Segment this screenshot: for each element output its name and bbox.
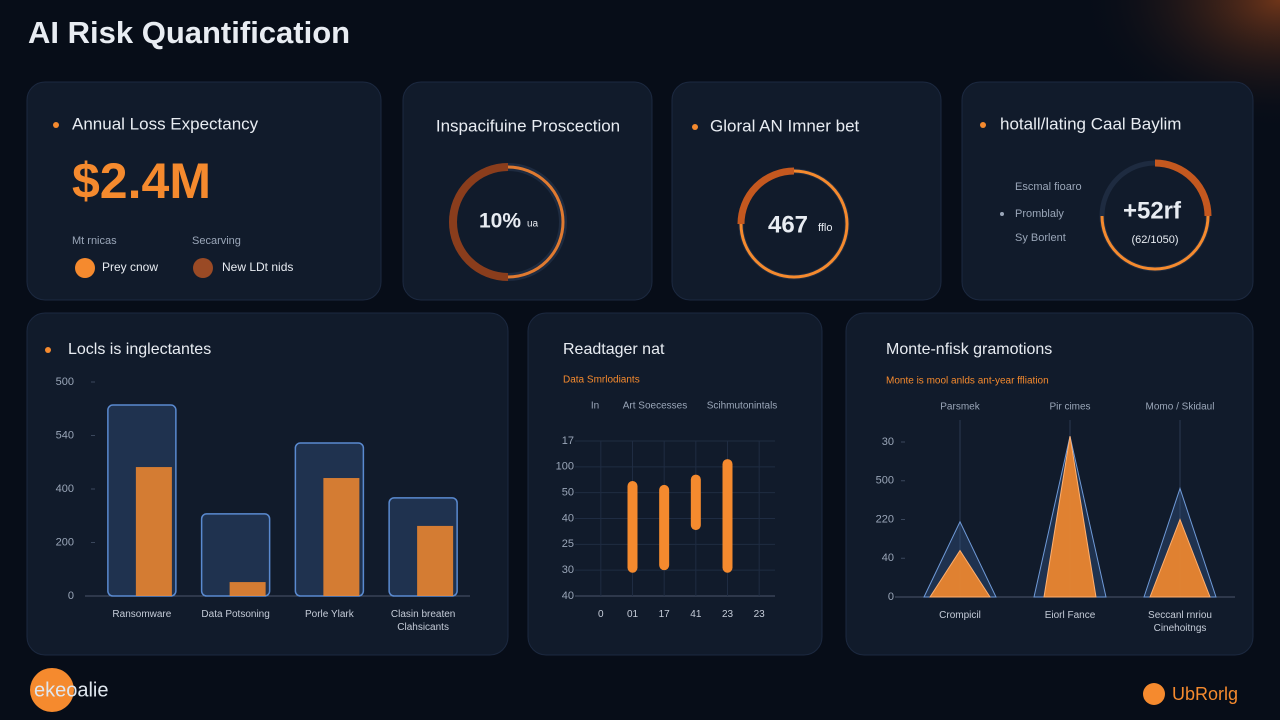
card (402, 81, 653, 301)
y-tick-label: 0 (68, 590, 74, 602)
column-header: In (591, 401, 599, 412)
peak (1043, 436, 1097, 598)
gauge-text: +52rf (1123, 197, 1182, 224)
gauge-arc (1154, 159, 1212, 217)
column-header: Art Soecesses (623, 401, 687, 412)
y-tick-label: 220 (876, 513, 894, 525)
card-label: Sy Borlent (1015, 232, 1066, 244)
x-tick-label: 01 (627, 609, 639, 620)
y-tick-label: 30 (882, 436, 894, 448)
y-tick-label: 200 (56, 536, 74, 548)
y-tick-label: 500 (56, 376, 74, 388)
kpi-label: Mt rnicas (72, 235, 117, 247)
column-header: Pir cimes (1049, 402, 1090, 413)
card-title: hotall/lating Caal Baylim (1000, 114, 1181, 133)
range-bar (722, 459, 733, 573)
kpi-value: $2.4M (72, 153, 211, 209)
gauge-text: 10% (479, 210, 521, 233)
peak (929, 549, 991, 598)
gauge-unit: fflo (818, 222, 832, 234)
brand-mark (1143, 683, 1165, 705)
x-tick-label: Crompicil (939, 610, 981, 621)
gauge-text: 467 (768, 211, 808, 238)
card (845, 312, 1254, 656)
gauge-arc (448, 163, 509, 281)
logo-text: ekeoalie (34, 679, 109, 701)
y-tick-label: 40 (882, 552, 894, 564)
card (26, 81, 382, 301)
x-tick-label: 0 (598, 609, 604, 620)
y-tick-label: 30 (562, 564, 574, 576)
gauge-arc (739, 169, 849, 279)
brand-text: UbRorlg (1172, 684, 1238, 704)
range-bar (690, 474, 701, 531)
bullet (53, 122, 59, 128)
range-bar (627, 481, 638, 573)
card-label: Escmal fioaro (1015, 181, 1082, 193)
card (527, 312, 823, 656)
x-tick-label: Clasin breaten Clahsicants (391, 609, 455, 633)
gauge-arc (737, 167, 795, 225)
chart-title: Locls is inglectantes (68, 341, 211, 358)
legend-label: New LDt nids (222, 260, 293, 274)
y-tick-label: 0 (888, 591, 894, 603)
range-bar (659, 484, 670, 571)
bullet (1000, 212, 1004, 216)
card (26, 312, 509, 656)
y-tick-label: 40 (562, 590, 574, 602)
legend-label: Prey cnow (102, 260, 158, 274)
peak (1149, 518, 1211, 598)
gauge-sub: (62/1050) (1131, 234, 1178, 246)
y-tick-label: 25 (562, 538, 574, 550)
x-tick-label: Seccanl rnriou Cinehoitngs (1148, 610, 1212, 634)
column-header: Parsmek (940, 402, 980, 413)
y-tick-label: 500 (876, 475, 894, 487)
x-tick-label: 41 (690, 609, 702, 620)
gauge-unit: ua (527, 219, 539, 230)
chart-title: Readtager nat (563, 341, 665, 358)
card-title: Gloral AN Imner bet (710, 116, 860, 135)
bullet (45, 347, 51, 353)
y-tick-label: 17 (562, 435, 574, 447)
logo-mark (30, 668, 74, 712)
y-tick-label: 540 (56, 429, 74, 441)
chart-title: Monte-nfisk gramotions (886, 341, 1052, 358)
bar (229, 582, 266, 596)
legend-dot (75, 258, 95, 278)
y-tick-label: 400 (56, 483, 74, 495)
column-header: Momo / Skidaul (1146, 402, 1215, 413)
x-tick-label: Porle Ylark (305, 609, 355, 620)
card-title: Inspacifuine Proscection (436, 116, 620, 135)
kpi-label: Secarving (192, 235, 241, 247)
y-tick-label: 50 (562, 487, 574, 499)
x-tick-label: Ransomware (112, 609, 171, 620)
card-title: Annual Loss Expectancy (72, 114, 259, 133)
page-title: AI Risk Quantification (28, 15, 350, 50)
bullet (980, 122, 986, 128)
bar (323, 478, 360, 596)
bullet (692, 124, 698, 130)
x-tick-label: Data Potsoning (201, 609, 269, 620)
chart-subtitle: Data Smrlodiants (563, 375, 640, 386)
x-tick-label: Eiorl Fance (1045, 610, 1096, 621)
bar (135, 467, 172, 596)
card (671, 81, 942, 301)
legend-dot (193, 258, 213, 278)
chart-subtitle: Monte is mool anlds ant-year ffliation (886, 376, 1049, 387)
bar (417, 525, 454, 596)
column-header: Scihmutonintals (707, 401, 778, 412)
x-tick-label: 23 (754, 609, 766, 620)
y-tick-label: 100 (556, 461, 574, 473)
y-tick-label: 40 (562, 512, 574, 524)
x-tick-label: 23 (722, 609, 734, 620)
card-label: Promblaly (1015, 208, 1064, 220)
x-tick-label: 17 (659, 609, 671, 620)
